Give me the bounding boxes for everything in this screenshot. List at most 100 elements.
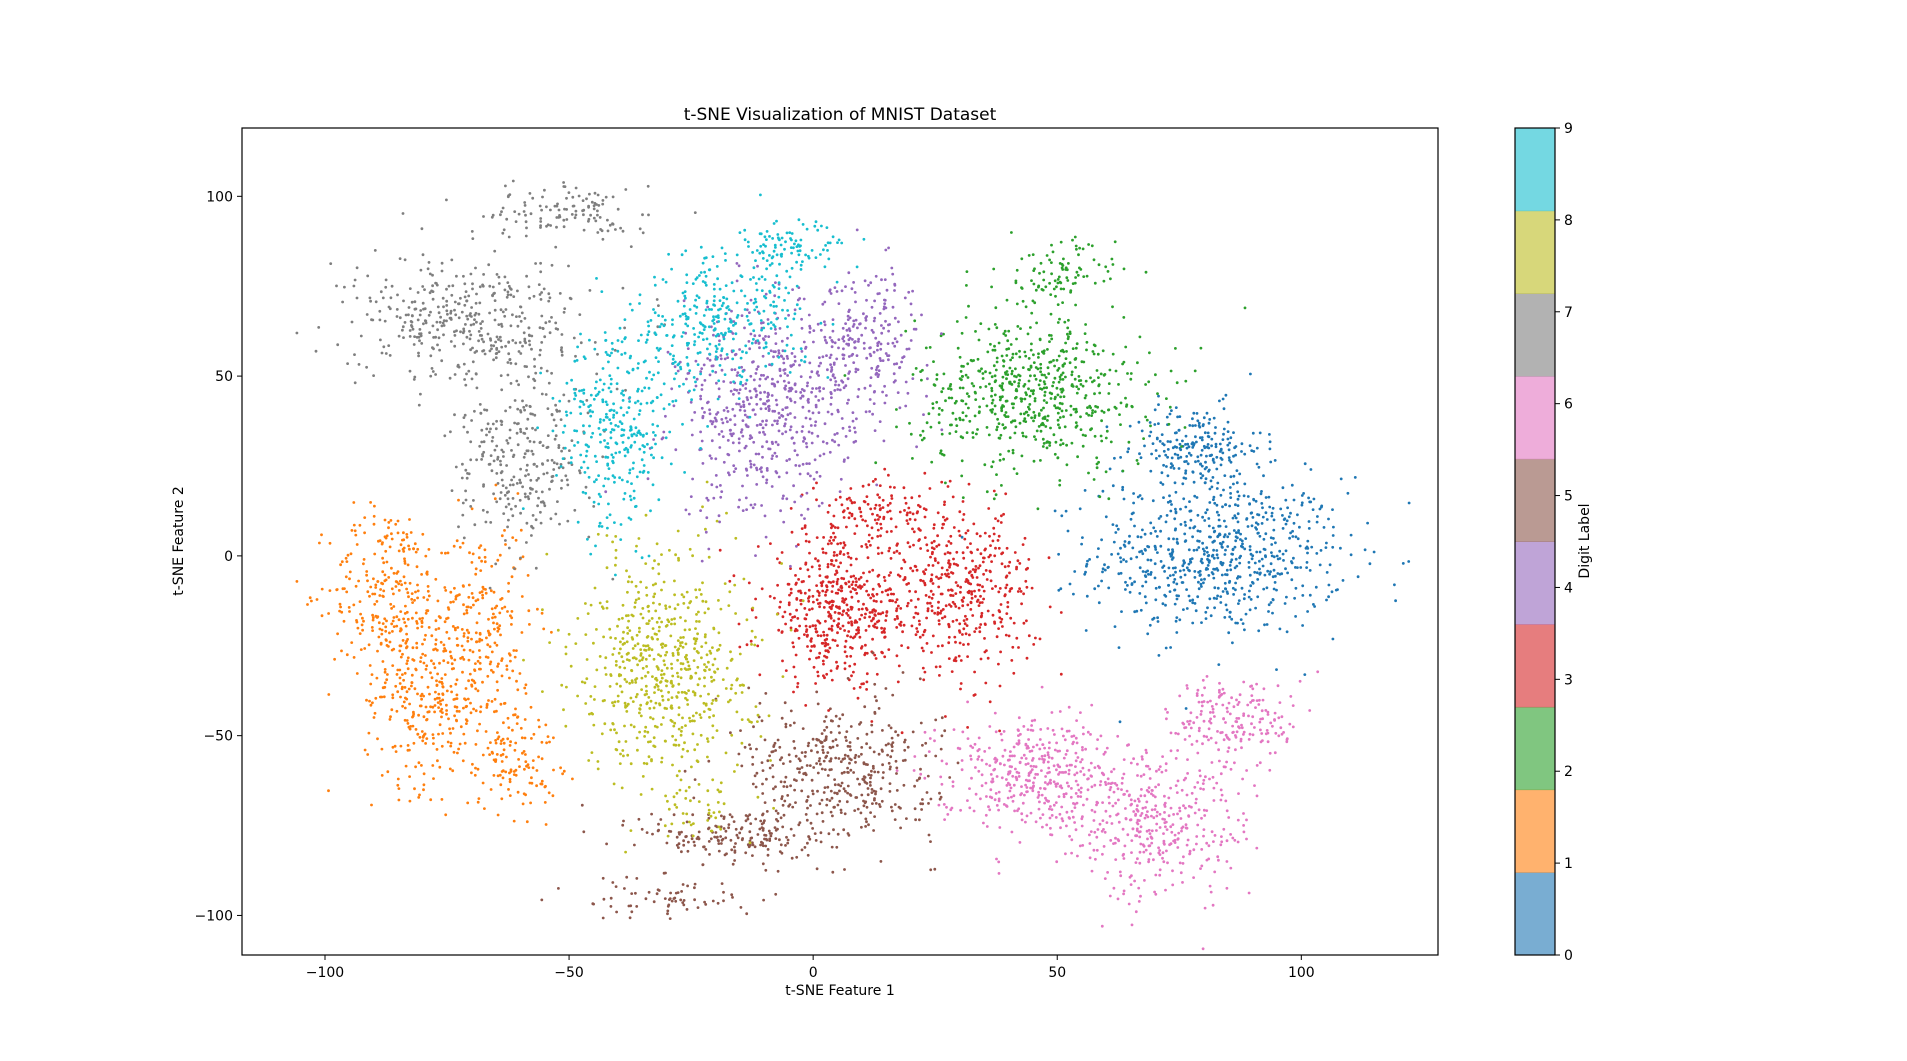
data-point — [1076, 273, 1080, 277]
data-point — [941, 387, 945, 390]
data-point — [717, 432, 721, 436]
data-point — [940, 332, 943, 335]
data-point — [1206, 567, 1209, 571]
data-point — [1061, 301, 1064, 304]
data-point — [1264, 555, 1267, 559]
data-point — [403, 671, 407, 675]
data-point — [1181, 482, 1185, 486]
data-point — [1036, 507, 1040, 511]
data-point — [690, 837, 694, 841]
data-point — [948, 432, 952, 435]
data-point — [1104, 470, 1108, 474]
data-point — [946, 485, 950, 488]
data-point — [966, 362, 970, 366]
data-point — [785, 497, 789, 501]
data-point — [876, 518, 880, 521]
data-point — [835, 845, 839, 849]
data-point — [1268, 447, 1272, 451]
data-point — [824, 736, 828, 740]
data-point — [474, 687, 478, 691]
data-point — [547, 791, 551, 795]
data-point — [1204, 610, 1208, 614]
data-point — [870, 328, 874, 332]
data-point — [837, 617, 841, 621]
data-point — [1219, 493, 1223, 497]
data-point — [881, 611, 885, 615]
data-point — [816, 619, 820, 623]
data-point — [1129, 517, 1133, 521]
data-point — [1002, 457, 1005, 461]
data-point — [943, 729, 947, 733]
data-point — [1271, 598, 1275, 601]
data-point — [402, 531, 405, 535]
data-point — [410, 681, 414, 685]
data-point — [871, 412, 874, 416]
data-point — [764, 335, 767, 338]
data-point — [1261, 515, 1265, 519]
data-point — [864, 643, 867, 647]
data-point — [1087, 471, 1090, 475]
data-point — [700, 367, 704, 370]
data-point — [997, 422, 1001, 425]
data-point — [995, 326, 999, 330]
data-point — [932, 526, 936, 530]
data-point — [824, 715, 828, 719]
data-point — [901, 671, 905, 674]
data-point — [985, 578, 989, 581]
data-point — [1171, 464, 1174, 468]
data-point — [1287, 515, 1291, 519]
data-point — [1136, 535, 1140, 539]
data-point — [401, 639, 405, 642]
data-point — [828, 356, 832, 359]
data-point — [476, 689, 480, 693]
data-point — [887, 246, 890, 250]
data-point — [724, 829, 728, 833]
data-point — [490, 750, 494, 754]
data-point — [736, 371, 740, 374]
data-point — [336, 632, 339, 636]
data-point — [837, 346, 840, 350]
data-point — [829, 759, 832, 763]
data-point — [761, 445, 764, 449]
data-point — [898, 510, 902, 514]
data-point — [883, 384, 886, 388]
data-point — [362, 562, 365, 566]
data-point — [1058, 479, 1062, 482]
data-point — [887, 473, 890, 477]
data-point — [338, 609, 341, 613]
data-point — [712, 496, 716, 500]
data-point — [517, 758, 520, 761]
data-point — [1190, 557, 1194, 560]
data-point — [788, 803, 792, 806]
data-point — [1228, 581, 1231, 584]
data-point — [974, 568, 978, 571]
data-point — [403, 621, 407, 624]
data-point — [751, 841, 754, 845]
data-point — [854, 439, 858, 443]
data-point — [895, 598, 899, 601]
data-point — [925, 363, 929, 367]
data-point — [880, 626, 883, 630]
data-point — [899, 826, 902, 830]
data-point — [413, 598, 416, 602]
data-point — [490, 650, 494, 654]
data-point — [1174, 490, 1178, 494]
data-point — [708, 853, 711, 856]
data-point — [819, 361, 822, 365]
data-point — [971, 431, 975, 435]
data-point — [1199, 462, 1202, 466]
data-point — [1000, 354, 1004, 358]
data-point — [1258, 567, 1261, 571]
data-point — [828, 799, 832, 802]
data-point — [843, 661, 847, 665]
data-point — [940, 432, 944, 436]
data-point — [952, 557, 955, 561]
data-point — [877, 752, 881, 756]
data-point — [851, 325, 855, 328]
data-point — [835, 582, 839, 586]
data-point — [1016, 559, 1020, 563]
data-point — [809, 640, 813, 643]
data-point — [1259, 571, 1262, 575]
data-point — [908, 511, 912, 514]
data-point — [1061, 264, 1065, 267]
